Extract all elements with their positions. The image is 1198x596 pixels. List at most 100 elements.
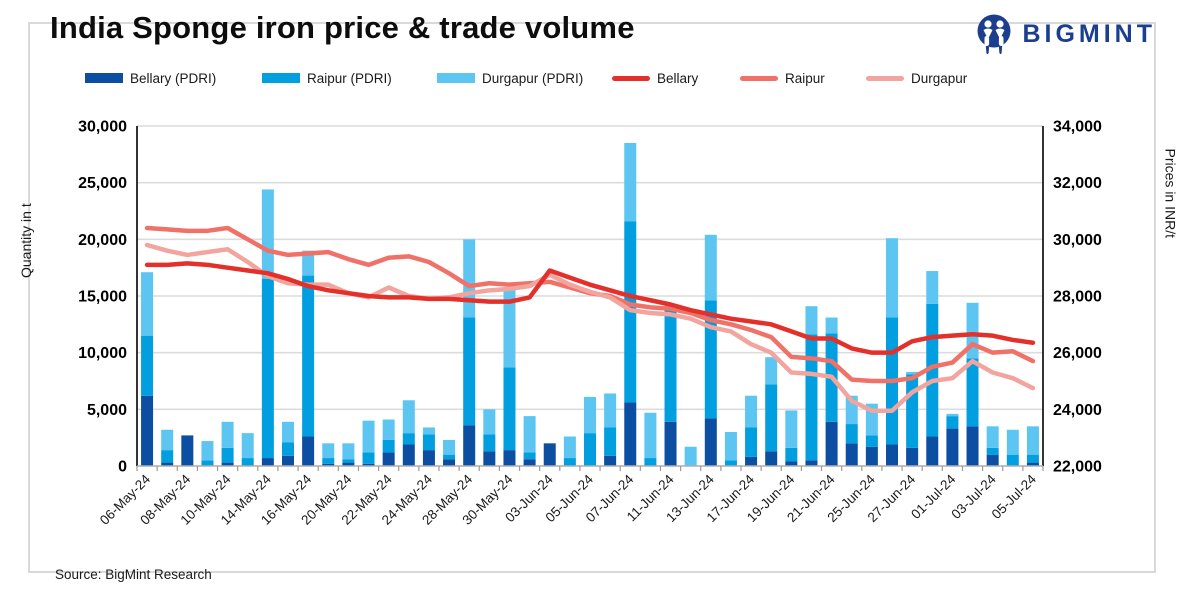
bar-segment-raipur-pdri xyxy=(865,435,878,447)
left-axis-tick-label: 20,000 xyxy=(78,232,127,249)
left-axis-tick-label: 25,000 xyxy=(78,175,127,192)
bar-segment-bellary-pdri xyxy=(181,435,194,466)
bar-segment-bellary-pdri xyxy=(966,426,979,466)
right-axis-tick-label: 28,000 xyxy=(1053,289,1102,306)
bar-swatch-icon xyxy=(437,73,475,83)
bar-segment-bellary-pdri xyxy=(785,461,798,466)
bar-segment-bellary-pdri xyxy=(886,444,898,466)
bigmint-logo-icon xyxy=(977,14,1011,55)
bar-segment-durgapur-pdri xyxy=(926,271,939,304)
chart-legend: Bellary (PDRI) Raipur (PDRI) Durgapur (PDR… xyxy=(0,68,1128,90)
bar-segment-durgapur-pdri xyxy=(584,396,596,434)
bar-segment-bellary-pdri xyxy=(443,459,456,466)
bar-segment-bellary-pdri xyxy=(765,451,778,466)
legend-label: Bellary xyxy=(657,70,699,86)
price-line-bellary xyxy=(144,261,1036,355)
bar-segment-raipur-pdri xyxy=(765,384,778,452)
right-axis-tick-label: 32,000 xyxy=(1053,175,1102,192)
bar-segment-bellary-pdri xyxy=(221,462,234,466)
bar-segment-durgapur-pdri xyxy=(302,250,315,276)
bar-segment-durgapur-pdri xyxy=(523,416,536,453)
bar-segment-bellary-pdri xyxy=(865,446,878,466)
bar-segment-bellary-pdri xyxy=(422,450,435,466)
bar-segment-bellary-pdri xyxy=(503,450,516,466)
bar-segment-raipur-pdri xyxy=(342,459,355,463)
left-axis-tick-label: 30,000 xyxy=(78,119,127,136)
bar-segment-raipur-pdri xyxy=(745,427,758,457)
legend-label: Durgapur (PDRI) xyxy=(482,70,584,86)
bar-segment-raipur-pdri xyxy=(845,424,858,444)
left-axis-tick-label: 5,000 xyxy=(87,402,127,419)
bar-segment-raipur-pdri xyxy=(986,447,999,455)
bar-segment-raipur-pdri xyxy=(604,427,617,456)
bar-segment-durgapur-pdri xyxy=(422,427,435,435)
bar-segment-raipur-pdri xyxy=(201,460,214,466)
bar-segment-durgapur-pdri xyxy=(946,413,959,417)
bar-segment-durgapur-pdri xyxy=(322,443,335,459)
bar-segment-bellary-pdri xyxy=(906,447,919,466)
legend-item-bellary: Bellary xyxy=(612,68,698,88)
bar-segment-durgapur-pdri xyxy=(483,409,496,435)
bar-segment-durgapur-pdri xyxy=(402,400,415,434)
bar-segment-raipur-pdri xyxy=(302,275,315,437)
bar-segment-raipur-pdri xyxy=(463,317,476,426)
bar-segment-bellary-pdri xyxy=(342,462,355,466)
price-line-durgapur xyxy=(144,242,1036,413)
bar-segment-durgapur-pdri xyxy=(906,371,919,375)
bar-segment-raipur-pdri xyxy=(1006,454,1019,466)
bar-segment-durgapur-pdri xyxy=(765,357,778,385)
bar-segment-durgapur-pdri xyxy=(241,433,254,459)
bar-segment-bellary-pdri xyxy=(946,428,959,466)
legend-label: Durgapur xyxy=(911,70,968,86)
bar-segment-raipur-pdri xyxy=(402,433,415,445)
bar-segment-durgapur-pdri xyxy=(1026,426,1039,455)
bar-segment-bellary-pdri xyxy=(825,421,838,466)
bar-segment-durgapur-pdri xyxy=(704,234,717,301)
bar-segment-bellary-pdri xyxy=(704,418,717,466)
bar-segment-bellary-pdri xyxy=(322,463,335,466)
bar-segment-durgapur-pdri xyxy=(825,317,838,334)
bar-segment-bellary-pdri xyxy=(382,452,395,466)
line-swatch-icon xyxy=(866,75,904,81)
bar-segment-bellary-pdri xyxy=(463,425,476,466)
bar-segment-durgapur-pdri xyxy=(644,412,657,459)
bar-segment-durgapur-pdri xyxy=(886,238,898,318)
bar-segment-raipur-pdri xyxy=(785,447,798,462)
bar-segment-bellary-pdri xyxy=(1026,462,1039,466)
left-axis-tick-label: 15,000 xyxy=(78,289,127,306)
bar-segment-raipur-pdri xyxy=(483,434,496,452)
right-axis-tick-label: 22,000 xyxy=(1053,459,1102,476)
bar-segment-durgapur-pdri xyxy=(563,436,576,459)
bar-segment-raipur-pdri xyxy=(241,458,254,466)
bar-segment-durgapur-pdri xyxy=(382,419,395,440)
bar-segment-raipur-pdri xyxy=(584,433,596,466)
legend-item-bellary-pdri: Bellary (PDRI) xyxy=(85,68,216,88)
bar-segment-bellary-pdri xyxy=(523,459,536,466)
left-axis-tick-label: 10,000 xyxy=(78,345,127,362)
bar-segment-bellary-pdri xyxy=(986,454,999,466)
bar-segment-bellary-pdri xyxy=(604,455,617,466)
bar-segment-durgapur-pdri xyxy=(805,306,818,335)
price-line-raipur xyxy=(144,225,1036,384)
bar-segment-raipur-pdri xyxy=(443,454,456,460)
bar-segment-raipur-pdri xyxy=(362,452,375,464)
right-axis-tick-label: 26,000 xyxy=(1053,345,1102,362)
legend-item-durgapur: Durgapur xyxy=(866,68,967,88)
bar-segment-durgapur-pdri xyxy=(503,286,516,368)
bar-segment-durgapur-pdri xyxy=(443,439,456,455)
bar-segment-raipur-pdri xyxy=(563,458,576,466)
bar-segment-bellary-pdri xyxy=(261,458,274,466)
bar-segment-raipur-pdri xyxy=(282,442,294,456)
bar-segment-raipur-pdri xyxy=(1026,454,1039,463)
bar-segment-durgapur-pdri xyxy=(785,410,798,448)
bar-segment-durgapur-pdri xyxy=(282,421,294,443)
bar-segment-raipur-pdri xyxy=(141,335,154,396)
bigmint-logo-text: BIGMINT xyxy=(1022,19,1156,48)
bar-segment-bellary-pdri xyxy=(141,395,154,466)
bar-segment-raipur-pdri xyxy=(523,452,536,460)
bar-segment-durgapur-pdri xyxy=(362,420,375,453)
bar-segment-raipur-pdri xyxy=(503,367,516,451)
bar-segment-raipur-pdri xyxy=(261,279,274,459)
right-axis-tick-label: 24,000 xyxy=(1053,402,1102,419)
bar-segment-raipur-pdri xyxy=(966,358,979,427)
